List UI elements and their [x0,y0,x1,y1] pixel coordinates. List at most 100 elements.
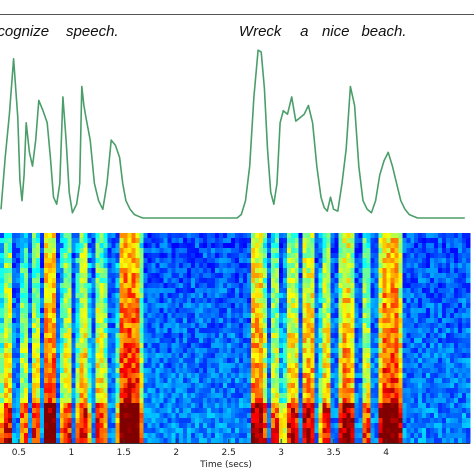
spectrogram-cell [446,298,451,304]
spectrogram-cell [115,293,120,299]
spectrogram-cell [270,328,276,334]
spectrogram-cell [51,333,57,339]
spectrogram-cell [270,398,276,404]
spectrogram-cell [235,378,240,384]
spectrogram-cell [318,398,324,404]
spectrogram-cell [3,398,9,404]
spectrogram-cell [11,298,17,304]
spectrogram-cell [266,248,272,254]
spectrogram-cell [318,353,324,359]
spectrogram-cell [330,278,335,284]
spectrogram-cell [306,398,312,404]
spectrogram-cell [438,283,443,289]
spectrogram-cell [442,408,447,414]
spectrogram-cell [462,418,467,424]
spectrogram-cell [282,328,288,334]
spectrogram-cell [31,243,37,249]
spectrogram-cell [3,368,9,374]
spectrogram-cell [59,258,65,264]
spectrogram-cell [346,263,351,269]
spectrogram-cell [223,418,228,424]
spectrogram-cell [310,383,316,389]
spectrogram-cell [362,323,367,329]
spectrogram-cell [258,303,264,309]
spectrogram-cell [71,393,77,399]
spectrogram-cell [274,333,280,339]
spectrogram-cell [39,313,45,319]
spectrogram-cell [450,283,455,289]
spectrogram-cell [0,413,5,419]
spectrogram-cell [318,318,324,324]
spectrogram-cell [23,328,29,334]
spectrogram-cell [151,318,156,324]
spectrogram-cell [354,253,359,259]
spectrogram-cell [187,313,192,319]
spectrogram-cell [135,408,140,414]
spectrogram-cell [274,398,280,404]
spectrogram-cell [171,438,176,444]
spectrogram-cell [434,338,439,344]
spectrogram-cell [35,398,41,404]
spectrogram-cell [418,268,423,274]
spectrogram-cell [175,388,180,394]
spectrogram-cell [254,348,260,354]
spectrogram-cell [318,313,324,319]
spectrogram-cell [83,378,89,384]
spectrogram-cell [55,388,61,394]
spectrogram-cell [402,413,407,419]
spectrogram-cell [15,328,21,334]
spectrogram-cell [227,363,232,369]
spectrogram-cell [378,333,383,339]
spectrogram-cell [15,253,21,259]
spectrogram-cell [458,283,463,289]
spectrogram-cell [91,338,96,344]
spectrogram-cell [302,343,308,349]
spectrogram-cell [35,253,41,259]
spectrogram-cell [446,363,451,369]
spectrogram-cell [306,353,312,359]
spectrogram-cell [378,268,383,274]
spectrogram-cell [318,343,324,349]
spectrogram-cell [358,428,363,434]
spectrogram-cell [458,433,463,439]
spectrogram-cell [215,268,220,274]
spectrogram-cell [163,363,168,369]
spectrogram-cell [163,428,168,434]
spectrogram-cell [59,388,65,394]
spectrogram-cell [187,378,192,384]
spectrogram-cell [266,383,272,389]
spectrogram-cell [266,333,272,339]
spectrogram-cell [462,353,467,359]
spectrogram-cell [151,303,156,309]
spectrogram-cell [442,388,447,394]
spectrogram-cell [223,248,228,254]
spectrogram-cell [107,413,112,419]
spectrogram-cell [179,373,184,379]
spectrogram-cell [23,413,29,419]
spectrogram-cell [159,353,164,359]
spectrogram-cell [462,293,467,299]
spectrogram-cell [342,373,347,379]
spectrogram-cell [47,413,53,419]
spectrogram-cell [127,383,132,389]
spectrogram-cell [326,363,331,369]
spectrogram-cell [163,238,168,244]
spectrogram-cell [302,373,308,379]
spectrogram-cell [354,383,359,389]
spectrogram-cell [414,378,419,384]
spectrogram-cell [123,408,128,414]
spectrogram-cell [378,353,383,359]
spectrogram-cell [278,293,284,299]
spectrogram-cell [258,428,264,434]
spectrogram-cell [354,318,359,324]
spectrogram-cell [95,398,100,404]
spectrogram-cell [326,428,331,434]
spectrogram-cell [442,293,447,299]
spectrogram-cell [123,413,128,419]
spectrogram-cell [434,343,439,349]
spectrogram-cell [342,293,347,299]
spectrogram-cell [35,278,41,284]
spectrogram-cell [398,368,403,374]
spectrogram-cell [350,363,355,369]
spectrogram-cell [115,428,120,434]
